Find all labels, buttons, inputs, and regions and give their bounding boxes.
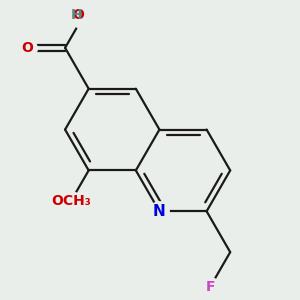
- Text: N: N: [153, 204, 166, 219]
- Text: H: H: [71, 8, 82, 22]
- Text: OCH₃: OCH₃: [51, 194, 91, 208]
- Text: O: O: [21, 41, 33, 55]
- Text: F: F: [206, 280, 215, 294]
- Text: O: O: [72, 8, 84, 22]
